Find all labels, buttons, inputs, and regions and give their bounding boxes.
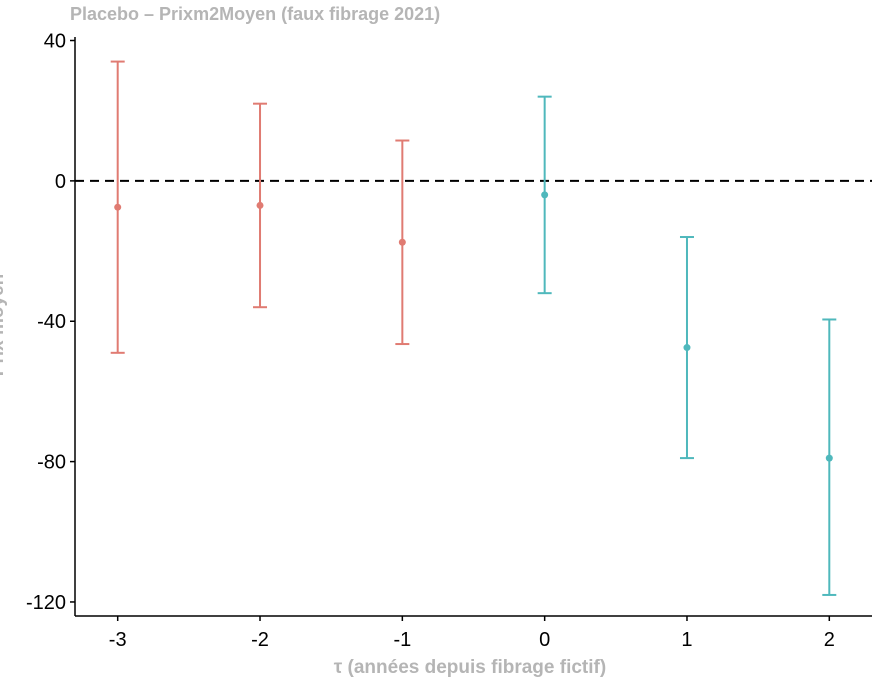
y-tick-label: 0 — [55, 171, 66, 193]
x-tick-label: -3 — [109, 629, 127, 651]
data-point — [398, 238, 406, 246]
y-tick-label: -80 — [37, 452, 66, 474]
errorbar-group — [822, 318, 837, 596]
x-axis-label: τ (années depuis fibrage fictif) — [334, 657, 606, 678]
errorbar-group — [110, 60, 125, 354]
data-point — [114, 203, 122, 211]
y-axis-label: Prix moyen — [0, 274, 8, 376]
errorbar-group — [679, 236, 694, 460]
x-tick-label: 2 — [824, 629, 835, 651]
data-point — [541, 191, 549, 199]
x-tick-label: -1 — [393, 629, 411, 651]
y-ticks: 40 0 -40 -80 -120 — [26, 31, 75, 614]
errorbar-group — [537, 95, 552, 295]
y-tick-label: 40 — [44, 31, 66, 53]
x-tick-label: 1 — [681, 629, 692, 651]
x-ticks: -3 -2 -1 0 1 2 — [109, 616, 835, 651]
data-marks — [110, 60, 837, 596]
errorbar-group — [395, 139, 410, 346]
errorbar-group — [253, 102, 268, 309]
x-tick-label: -2 — [251, 629, 269, 651]
data-point — [825, 454, 833, 462]
y-tick-label: -120 — [26, 592, 66, 614]
data-point — [256, 201, 264, 209]
data-point — [683, 344, 691, 352]
y-tick-label: -40 — [37, 311, 66, 333]
chart-title: Placebo – Prixm2Moyen (faux fibrage 2021… — [70, 4, 440, 24]
x-tick-label: 0 — [539, 629, 550, 651]
